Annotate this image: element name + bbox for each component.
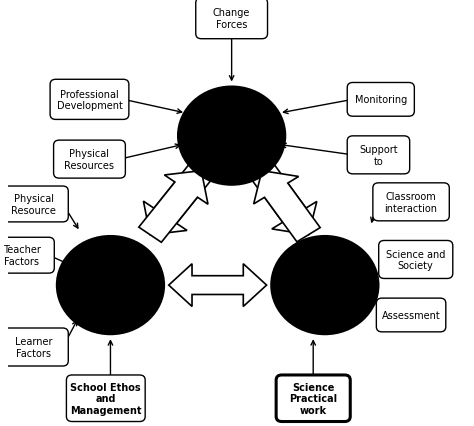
Text: Science and
Society: Science and Society xyxy=(386,249,446,271)
Text: Capacity to
innovate: Capacity to innovate xyxy=(73,271,148,299)
Text: Support
to: Support to xyxy=(359,145,398,166)
FancyBboxPatch shape xyxy=(66,375,145,422)
Text: Physical
Resources: Physical Resources xyxy=(64,149,115,170)
Text: Science
Practical
work: Science Practical work xyxy=(289,382,337,415)
FancyBboxPatch shape xyxy=(376,298,446,332)
FancyBboxPatch shape xyxy=(347,136,410,174)
Text: Physical
Resource: Physical Resource xyxy=(11,194,56,215)
Text: School Ethos
and
Management: School Ethos and Management xyxy=(70,382,142,415)
Text: Professional
Development: Professional Development xyxy=(56,89,122,111)
Polygon shape xyxy=(254,171,320,242)
Text: Change
Forces: Change Forces xyxy=(213,9,250,30)
FancyBboxPatch shape xyxy=(196,0,267,40)
Circle shape xyxy=(178,87,285,185)
Polygon shape xyxy=(250,164,317,235)
Text: Monitoring: Monitoring xyxy=(355,95,407,105)
FancyBboxPatch shape xyxy=(0,328,68,366)
Text: Outside
influences: Outside influences xyxy=(198,122,266,150)
FancyBboxPatch shape xyxy=(0,187,68,222)
Polygon shape xyxy=(139,171,208,243)
Text: Classroom
interaction: Classroom interaction xyxy=(384,192,438,213)
FancyBboxPatch shape xyxy=(50,80,129,120)
FancyBboxPatch shape xyxy=(54,141,125,179)
Polygon shape xyxy=(144,164,213,235)
FancyBboxPatch shape xyxy=(347,83,414,117)
Text: Assessment: Assessment xyxy=(382,310,440,320)
FancyBboxPatch shape xyxy=(373,183,449,222)
Circle shape xyxy=(57,236,164,334)
Text: Profile of
implementation: Profile of implementation xyxy=(273,271,377,299)
FancyBboxPatch shape xyxy=(0,238,55,273)
FancyBboxPatch shape xyxy=(379,241,453,279)
Text: Learner
Factors: Learner Factors xyxy=(15,337,52,358)
FancyBboxPatch shape xyxy=(276,375,350,422)
Text: Teacher
Factors: Teacher Factors xyxy=(3,245,41,266)
Polygon shape xyxy=(169,264,266,307)
Circle shape xyxy=(271,236,378,334)
